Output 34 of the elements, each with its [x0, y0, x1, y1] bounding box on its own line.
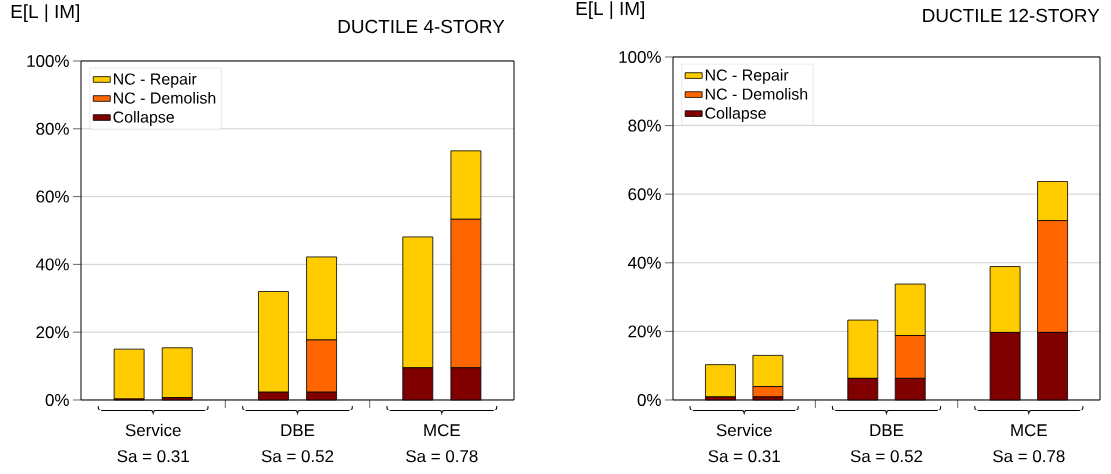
- y-tick-label: 80%: [628, 119, 661, 132]
- text: Sa = 0.52: [261, 450, 334, 463]
- y-axis-title: E[L | IM]: [576, 1, 644, 19]
- text: DBE: [870, 424, 904, 436]
- y-tick-label: 20%: [36, 326, 69, 339]
- text: Service: [125, 423, 181, 437]
- y-tick-label: 0%: [637, 393, 661, 406]
- y-tick-label: 60%: [628, 188, 661, 201]
- y-tick-label: 40%: [627, 256, 661, 269]
- chart-title: DUCTILE 4-STORY: [338, 19, 505, 34]
- text: Sa = 0.78: [993, 450, 1065, 463]
- y-tick-label: 0%: [45, 393, 69, 406]
- text: Sa = 0.31: [708, 450, 780, 463]
- legend-label: NC - Repair: [113, 72, 197, 88]
- y-tick-label: 40%: [35, 258, 69, 271]
- legend-label: NC - Demolish: [113, 91, 216, 104]
- y-tick-label: 100%: [619, 50, 661, 63]
- y-tick-label: 100%: [27, 54, 69, 67]
- legend-label: NC - Repair: [705, 69, 789, 84]
- text: MCE: [1011, 424, 1047, 437]
- text: Sa = 0.52: [850, 450, 923, 463]
- text: MCE: [424, 424, 460, 437]
- chart-title: DUCTILE 12-STORY: [923, 8, 1100, 23]
- y-tick-label: 20%: [628, 325, 661, 338]
- text: Sa = 0.31: [117, 450, 189, 463]
- legend-label: NC - Demolish: [705, 88, 808, 100]
- y-tick-label: 60%: [36, 190, 69, 203]
- text: DBE: [281, 424, 315, 436]
- text: Service: [716, 423, 772, 437]
- text: Sa = 0.78: [406, 450, 478, 463]
- y-axis-title: E[L | IM]: [11, 4, 79, 22]
- y-tick-label: 80%: [36, 122, 69, 135]
- legend-label: Collapse: [705, 107, 766, 122]
- legend-label: Collapse: [113, 111, 174, 126]
